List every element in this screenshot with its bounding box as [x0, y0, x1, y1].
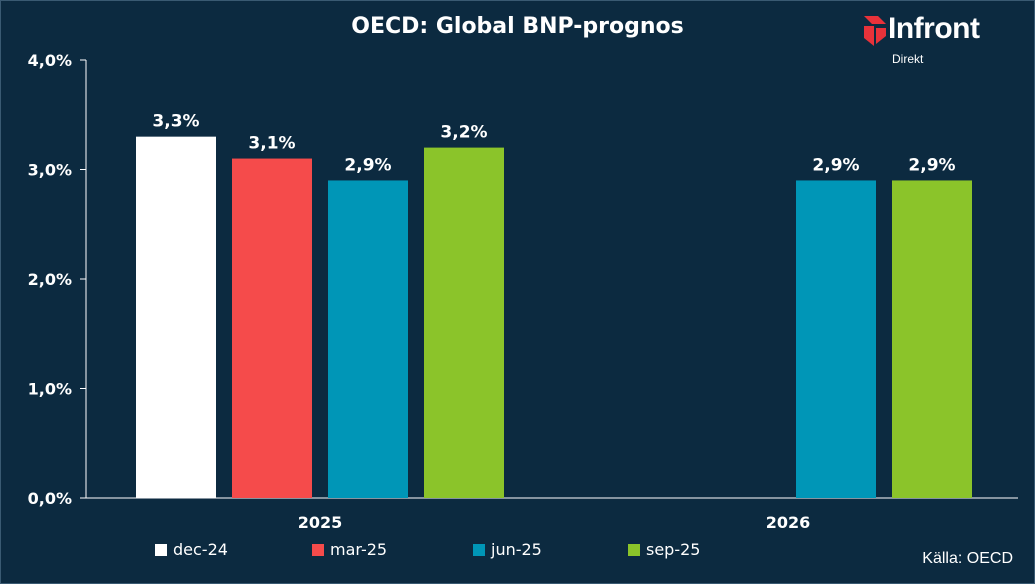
- bar-jun-25-2026: [796, 180, 876, 498]
- legend-label: mar-25: [330, 540, 388, 559]
- data-label: 2,9%: [344, 155, 391, 175]
- source-value: OECD: [966, 550, 1013, 567]
- data-label: 3,2%: [440, 123, 487, 143]
- legend-item-dec-24: dec-24: [155, 540, 228, 559]
- x-category-label: 2025: [298, 513, 343, 532]
- data-label: 3,1%: [248, 134, 295, 154]
- data-label: 2,9%: [812, 155, 859, 175]
- bar-dec-24-2025: [136, 136, 216, 498]
- infront-logo-icon: [864, 16, 886, 46]
- legend-swatch: [473, 543, 485, 556]
- y-tick-label: 4,0%: [28, 51, 72, 70]
- legend-label: sep-25: [646, 540, 701, 559]
- legend-swatch: [628, 543, 640, 556]
- legend-item-sep-25: sep-25: [628, 540, 700, 559]
- infront-logo: Infront Direkt: [862, 12, 1022, 70]
- logo-subtitle: Direkt: [892, 52, 924, 66]
- data-label: 2,9%: [908, 155, 955, 175]
- bar-sep-25-2025: [424, 147, 504, 498]
- source-note: Källa: OECD: [922, 550, 1013, 568]
- legend-swatch: [155, 543, 167, 556]
- legend-swatch: [312, 543, 324, 556]
- legend-item-mar-25: mar-25: [312, 540, 387, 559]
- chart-title: OECD: Global BNP-prognos: [351, 14, 684, 39]
- y-tick-label: 2,0%: [28, 270, 72, 289]
- logo-wordmark: Infront: [888, 12, 980, 45]
- y-tick-label: 1,0%: [28, 380, 72, 399]
- bar-sep-25-2026: [892, 180, 972, 498]
- source-label: Källa:: [922, 550, 963, 567]
- bar-mar-25-2025: [232, 158, 312, 499]
- legend: dec-24 mar-25 jun-25 sep-25: [0, 540, 1035, 562]
- x-category-label: 2026: [766, 513, 811, 532]
- legend-label: dec-24: [173, 540, 228, 559]
- y-tick-label: 0,0%: [28, 489, 72, 508]
- legend-label: jun-25: [491, 540, 542, 559]
- legend-item-jun-25: jun-25: [473, 540, 542, 559]
- data-label: 3,3%: [152, 112, 199, 132]
- bar-jun-25-2025: [328, 180, 408, 498]
- y-tick-label: 3,0%: [28, 161, 72, 180]
